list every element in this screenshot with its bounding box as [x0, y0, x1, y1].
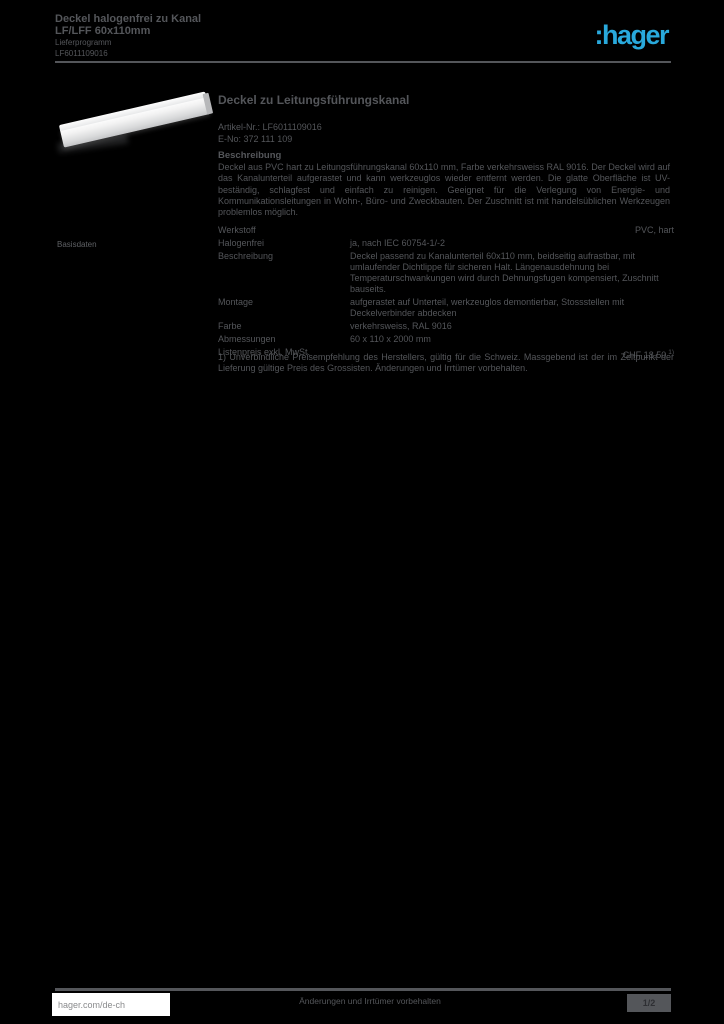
- header-title-block: Deckel halogenfrei zu Kanal LF/LFF 60x11…: [55, 13, 275, 59]
- header-subline1: Lieferprogramm: [55, 38, 112, 47]
- footer-center-note: Änderungen und Irrtümer vorbehalten: [299, 996, 441, 1006]
- spec-key: Beschreibung: [218, 251, 274, 261]
- spec-value: ja, nach IEC 60754-1/-2: [350, 238, 446, 248]
- product-title: Deckel zu Leitungsführungskanal: [218, 93, 410, 107]
- footer-website-box[interactable]: hager.com/de-ch: [52, 993, 170, 1016]
- header-reference: LF6011109016: [55, 49, 108, 58]
- footer-divider: [55, 988, 671, 991]
- spec-key: Halogenfrei: [218, 238, 265, 248]
- product-profile-image: [58, 91, 214, 148]
- spec-key: Werkstoff: [218, 225, 256, 235]
- product-references: Artikel-Nr.: LF6011109016 E-No: 372 111 …: [218, 121, 674, 145]
- product-eno: E-No: 372 111 109: [218, 134, 293, 144]
- table-row: Werkstoff PVC, hart: [218, 225, 674, 236]
- spec-key: Farbe: [218, 321, 242, 331]
- price-footnote: 1) Unverbindliche Preisempfehlung des He…: [218, 352, 674, 373]
- spec-value: Deckel passend zu Kanalunterteil 60x110 …: [350, 251, 659, 294]
- spec-key: Abmessungen: [218, 334, 276, 344]
- spec-key: Montage: [218, 297, 254, 307]
- price-label: Listenpreis exkl. MwSt.: [218, 347, 311, 357]
- description-heading: Beschreibung: [218, 150, 282, 161]
- spec-value: 60 x 110 x 2000 mm: [350, 334, 431, 344]
- spec-table: Werkstoff PVC, hart Halogenfrei ja, nach…: [218, 225, 674, 363]
- table-row: Beschreibung Deckel passend zu Kanalunte…: [218, 251, 674, 295]
- footnote-marker: 1): [668, 349, 674, 356]
- description-paragraph: Deckel aus PVC hart zu Leitungsführungsk…: [218, 162, 670, 218]
- footer-website-link[interactable]: hager.com/de-ch: [58, 999, 126, 1010]
- table-row: Farbe verkehrsweiss, RAL 9016: [218, 321, 674, 332]
- hager-logo: :hager: [594, 20, 669, 50]
- table-row: Halogenfrei ja, nach IEC 60754-1/-2: [218, 238, 674, 249]
- header-divider: [55, 61, 671, 63]
- product-photo: [57, 86, 214, 154]
- spec-value: verkehrsweiss, RAL 9016: [350, 321, 452, 331]
- header-title-line2: LF/LFF 60x110mm: [55, 25, 151, 37]
- header-title-line1: Deckel halogenfrei zu Kanal: [55, 13, 202, 25]
- price-row: Listenpreis exkl. MwSt. CHF 18.50 1): [218, 347, 674, 361]
- table-row: Abmessungen 60 x 110 x 2000 mm: [218, 334, 674, 345]
- footer-page-indicator: 1/2: [627, 994, 671, 1012]
- product-article-number: Artikel-Nr.: LF6011109016: [218, 122, 322, 132]
- table-row: Montage aufgerastet auf Unterteil, werkz…: [218, 297, 674, 319]
- spec-value: PVC, hart: [634, 225, 674, 235]
- price-value: CHF 18.50 1): [622, 349, 674, 360]
- spec-value: aufgerastet auf Unterteil, werkzeuglos d…: [350, 297, 625, 318]
- section-label: Basisdaten: [57, 240, 97, 249]
